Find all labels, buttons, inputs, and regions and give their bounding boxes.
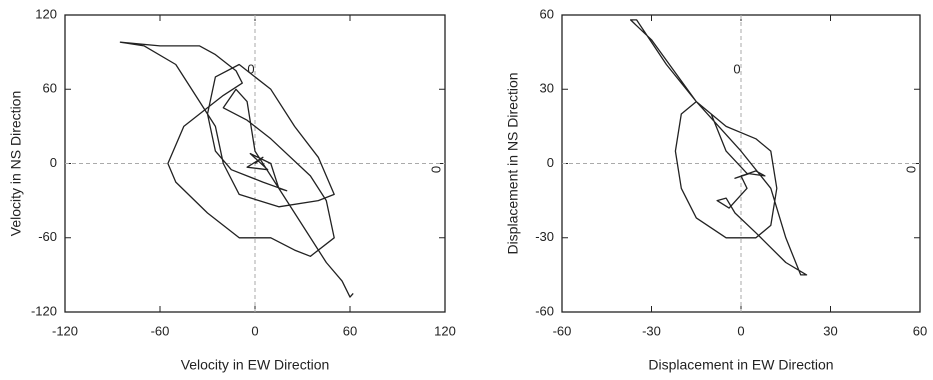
y-tick-label: 120 <box>35 6 57 21</box>
x-tick-label: 30 <box>823 323 837 338</box>
annotation: 0 <box>733 61 740 76</box>
x-tick-label: 60 <box>343 323 357 338</box>
x-axis-label: Displacement in EW Direction <box>648 357 833 373</box>
y-tick-label: -60 <box>535 303 554 318</box>
x-tick-label: -60 <box>553 323 572 338</box>
y-tick-label: 0 <box>50 155 57 170</box>
x-tick-label: -120 <box>52 323 78 338</box>
x-tick-label: 120 <box>434 323 456 338</box>
y-axis-label: Displacement in NS Direction <box>505 72 521 254</box>
y-tick-label: -60 <box>38 229 57 244</box>
x-axis-label: Velocity in EW Direction <box>181 357 330 373</box>
y-tick-label: 60 <box>540 6 554 21</box>
trajectory <box>119 41 354 298</box>
x-tick-label: 60 <box>913 323 927 338</box>
annotation: 0 <box>429 166 444 173</box>
x-tick-label: -60 <box>151 323 170 338</box>
y-tick-label: 60 <box>43 81 57 96</box>
annotation: 0 <box>904 166 919 173</box>
y-tick-label: 30 <box>540 81 554 96</box>
x-tick-label: 0 <box>251 323 258 338</box>
x-tick-label: -30 <box>642 323 661 338</box>
y-tick-label: -120 <box>31 303 57 318</box>
trajectory <box>629 19 808 276</box>
y-axis-label: Velocity in NS Direction <box>8 91 24 237</box>
y-tick-label: -30 <box>535 229 554 244</box>
annotation: 0 <box>247 61 254 76</box>
y-tick-label: 0 <box>547 155 554 170</box>
x-tick-label: 0 <box>737 323 744 338</box>
